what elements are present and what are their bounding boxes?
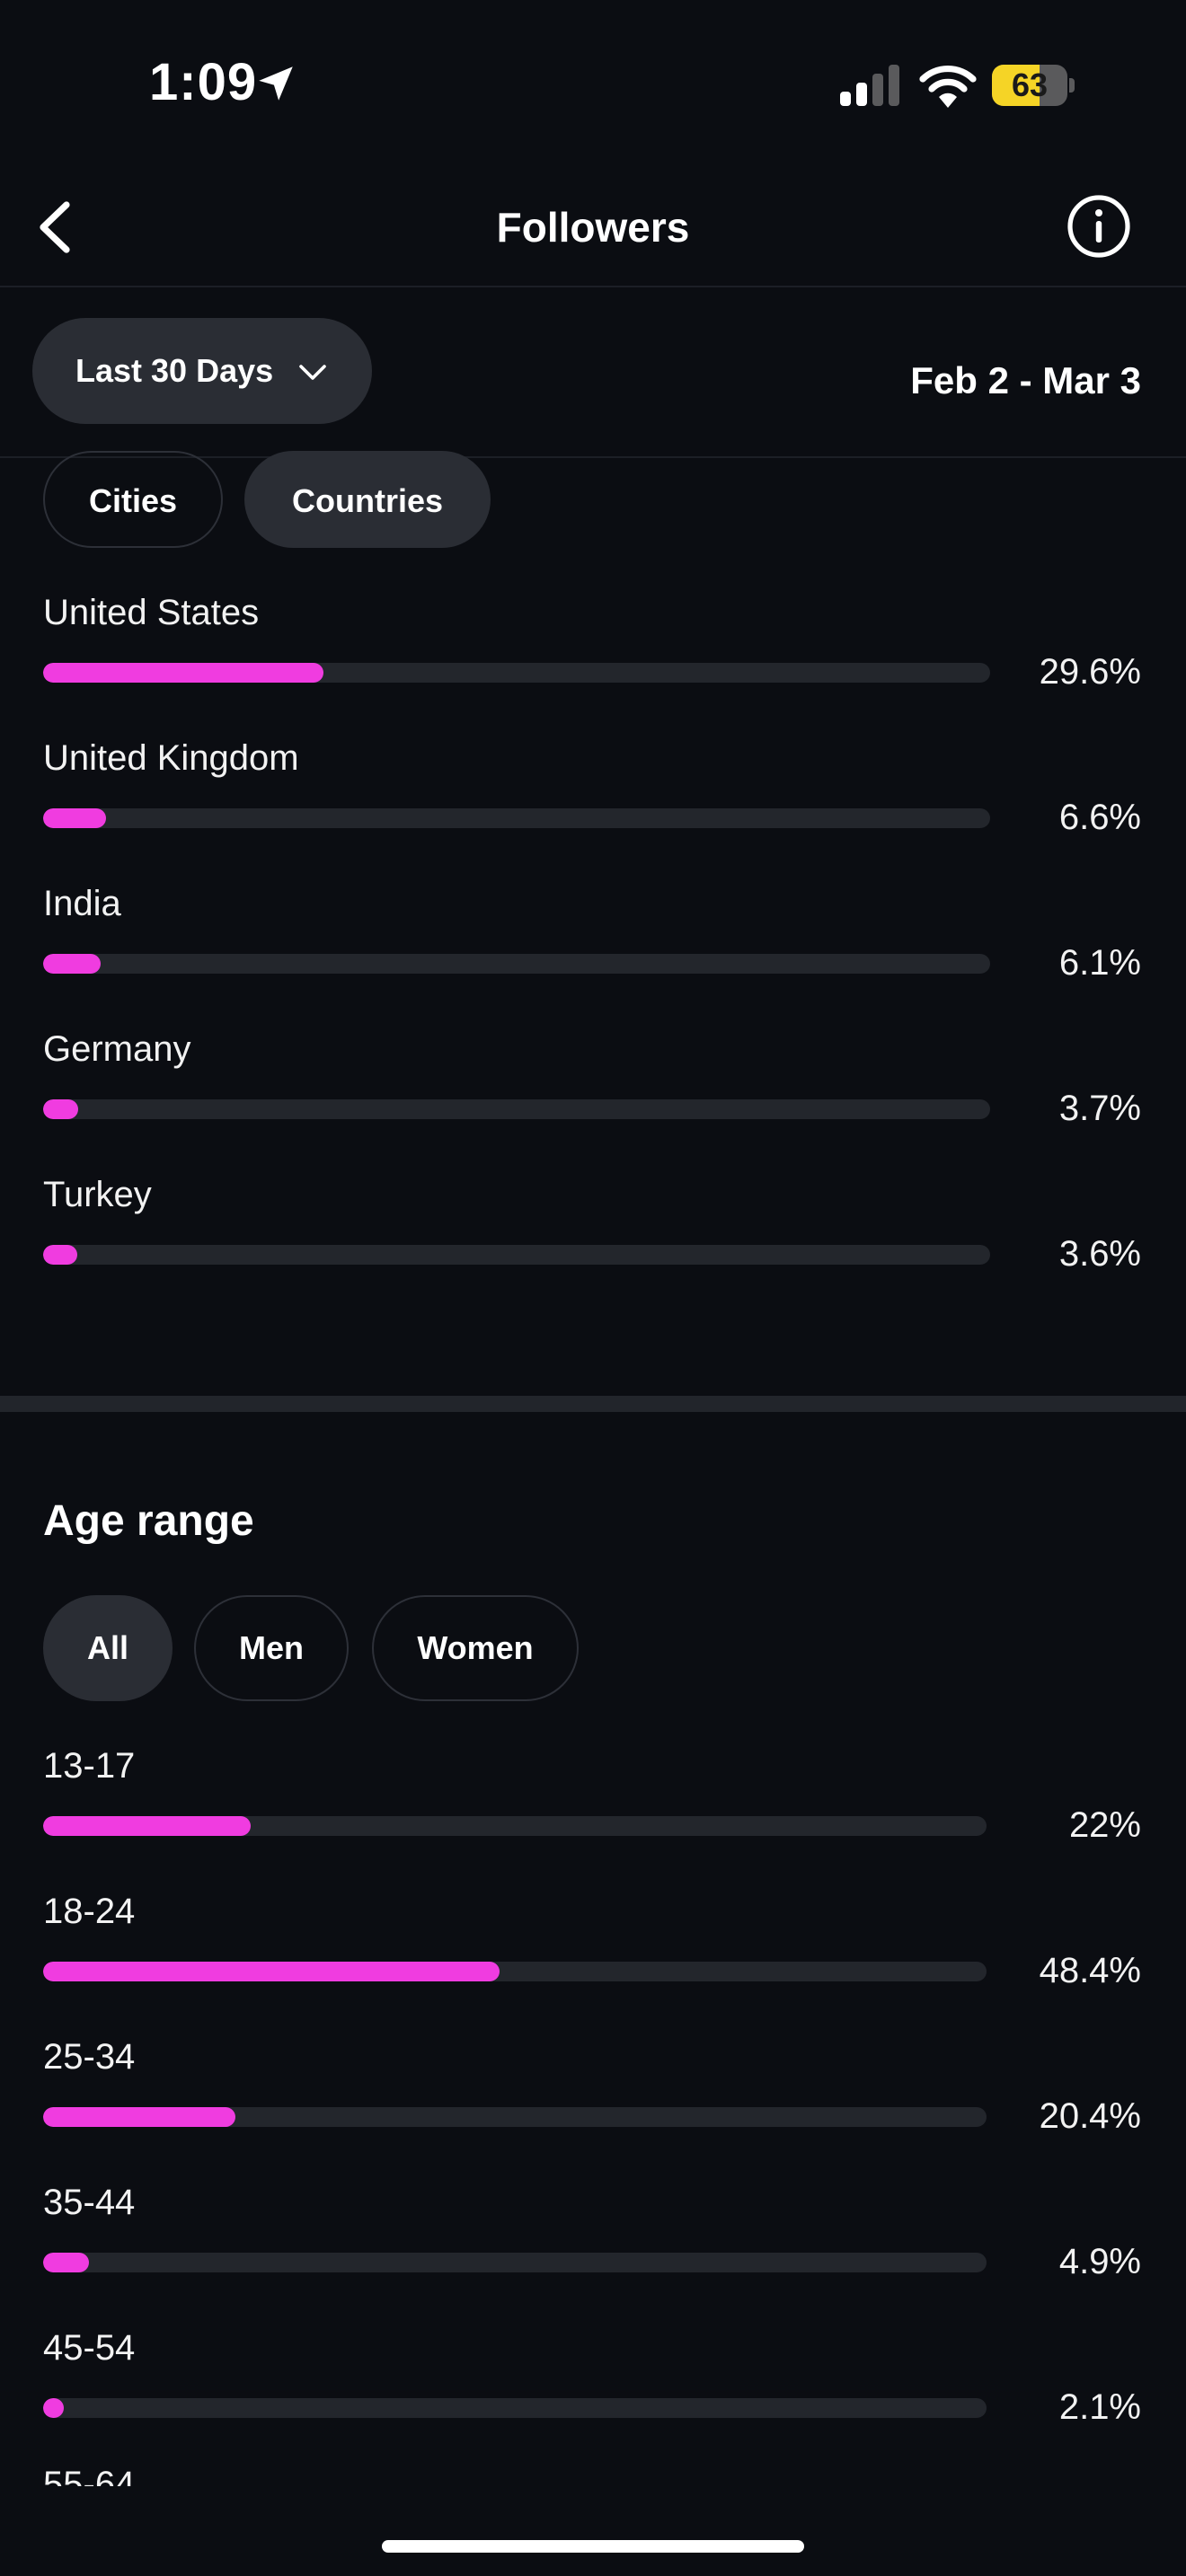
home-indicator[interactable] [382, 2540, 804, 2553]
chevron-down-icon [299, 365, 326, 380]
age-label: 25-34 [43, 2037, 136, 2077]
battery-percentage: 63 [1011, 66, 1049, 103]
battery-indicator: 63 [992, 65, 1075, 106]
tab-all[interactable]: All [43, 1595, 173, 1701]
country-percentage: 29.6% [1039, 652, 1141, 692]
age-label: 45-54 [43, 2328, 136, 2368]
age-bar-track [43, 1816, 987, 1836]
date-range-dropdown-label: Last 30 Days [75, 352, 274, 389]
tab-cities[interactable]: Cities [43, 451, 223, 548]
tab-women[interactable]: Women [372, 1595, 579, 1701]
age-percentage: 2.1% [1058, 2387, 1141, 2427]
country-label: Germany [43, 1029, 191, 1069]
age-percentage: 48.4% [1039, 1951, 1141, 1990]
tab-men[interactable]: Men [194, 1595, 349, 1701]
status-time: 1:09 [149, 53, 258, 111]
country-percentage: 3.6% [1058, 1234, 1141, 1274]
age-range-title: Age range [43, 1497, 254, 1545]
age-bar-fill [43, 2107, 236, 2127]
age-bar-track [43, 1962, 987, 1981]
location-arrow-icon [259, 66, 293, 101]
age-bar-fill [43, 1816, 251, 1836]
country-percentage: 6.6% [1058, 798, 1141, 837]
country-label: United States [43, 593, 260, 632]
country-bar-fill [43, 808, 106, 828]
country-bar-track [43, 663, 990, 683]
country-bar-track [43, 1245, 990, 1265]
age-percentage: 4.9% [1058, 2242, 1141, 2281]
age-bar-fill [43, 1962, 500, 1981]
filter-row: Last 30 Days Feb 2 - Mar 3 [0, 286, 1186, 458]
age-percentage: 22% [1068, 1805, 1141, 1845]
age-bar-track [43, 2107, 987, 2127]
country-bar-track [43, 954, 990, 974]
country-label: Turkey [43, 1175, 152, 1214]
country-bar-fill [43, 663, 323, 683]
wifi-icon [919, 65, 977, 108]
country-label: India [43, 884, 121, 923]
age-label: 35-44 [43, 2183, 136, 2222]
country-bar-fill [43, 1099, 78, 1119]
country-bar-fill [43, 954, 102, 974]
country-percentage: 3.7% [1058, 1089, 1141, 1128]
date-range-text: Feb 2 - Mar 3 [910, 359, 1141, 401]
age-label-partial-text: 55-64 [43, 2466, 136, 2486]
age-percentage: 20.4% [1039, 2096, 1141, 2136]
tab-countries-label: Countries [291, 482, 443, 519]
info-icon[interactable] [1067, 194, 1131, 259]
section-divider [0, 1396, 1186, 1412]
tab-men-label: Men [239, 1629, 304, 1666]
tab-all-label: All [86, 1629, 128, 1666]
status-bar: 1:09 63 [0, 0, 1186, 171]
cellular-signal-icon [840, 65, 899, 106]
age-bar-fill [43, 2253, 90, 2272]
age-label-partial: 55-64 [43, 2466, 135, 2486]
tab-countries[interactable]: Countries [244, 451, 491, 548]
age-label: 13-17 [43, 1746, 136, 1786]
tab-women-label: Women [417, 1629, 534, 1666]
age-bar-fill [43, 2398, 65, 2418]
date-range-dropdown[interactable]: Last 30 Days [32, 318, 372, 424]
country-label: United Kingdom [43, 738, 299, 778]
country-bar-track [43, 808, 990, 828]
tab-cities-label: Cities [88, 482, 178, 519]
country-percentage: 6.1% [1058, 943, 1141, 983]
country-bar-track [43, 1099, 990, 1119]
battery-level-fill [992, 65, 1040, 106]
country-bar-fill [43, 1245, 77, 1265]
age-bar-track [43, 2398, 987, 2418]
age-bar-track [43, 2253, 987, 2272]
age-label: 18-24 [43, 1892, 136, 1931]
page-title: Followers [496, 204, 690, 251]
back-chevron-icon[interactable] [25, 196, 88, 259]
navigation-bar: Followers [0, 171, 1186, 287]
